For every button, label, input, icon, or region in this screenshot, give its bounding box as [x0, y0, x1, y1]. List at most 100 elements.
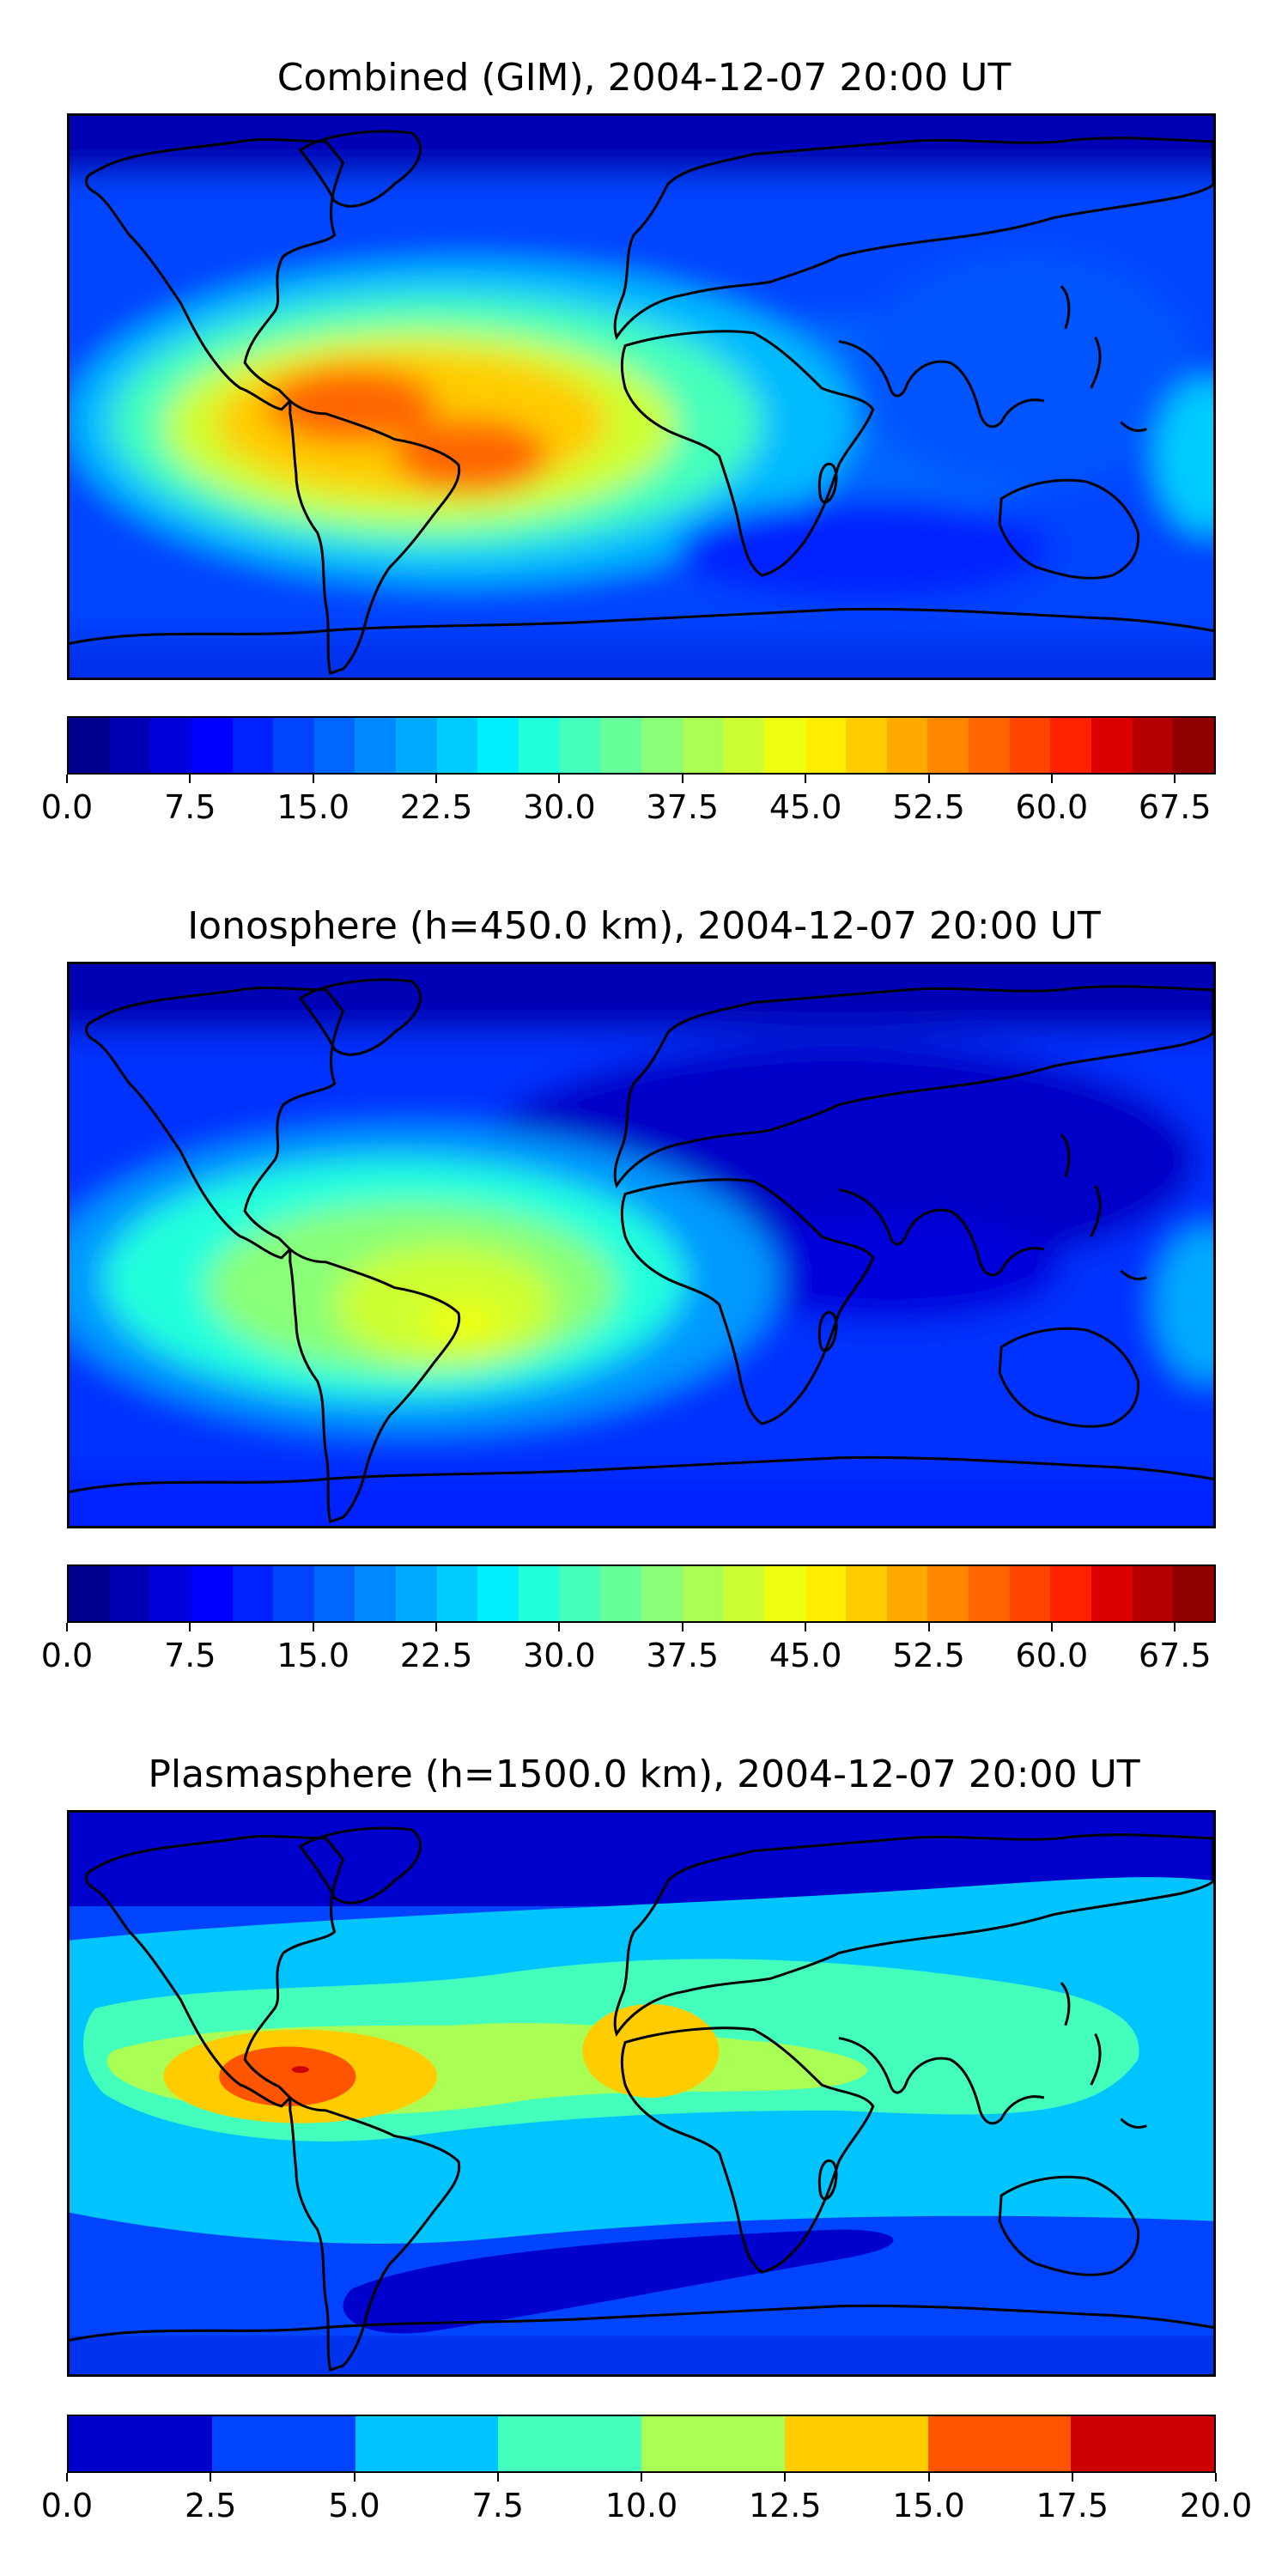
coastline-path — [298, 978, 422, 1056]
colorbar-swatch — [805, 718, 847, 773]
colorbar-swatch — [498, 2416, 641, 2471]
colorbar-tick-label: 0.0 — [40, 1637, 94, 1674]
colorbar-ticks: 0.0 7.5 15.0 22.5 30.0 37.5 45.0 52.5 60.0 67.5 — [41, 1623, 1216, 1674]
coastline-path — [817, 1310, 838, 1352]
colorbar-swatch — [1050, 718, 1092, 773]
map-svg — [70, 1813, 1213, 2374]
colorbar-swatch — [355, 2416, 499, 2471]
coastline-path — [613, 137, 1213, 340]
coastline-path — [1060, 285, 1147, 432]
colorbar-swatch — [519, 718, 560, 773]
colorbar-swatch — [1091, 718, 1133, 773]
panel-title: Combined (GIM), 2004-12-07 20:00 UT — [276, 56, 1012, 100]
colorbar-swatch — [641, 718, 683, 773]
contour-fill — [70, 116, 1213, 677]
colorbar-swatch — [1132, 718, 1174, 773]
colorbar-swatch — [1173, 718, 1214, 773]
coastline-path — [998, 2175, 1140, 2276]
colorbar-tick-label: 2.5 — [185, 2487, 237, 2524]
coastline-path — [613, 1833, 1213, 2037]
coastline-path — [817, 462, 838, 504]
coastlines — [70, 1826, 1213, 2372]
colorbar-swatch — [436, 718, 478, 773]
coastline-path — [70, 1455, 1213, 1493]
colorbar-tick — [66, 775, 68, 783]
colorbar-swatch — [519, 1566, 560, 1621]
coastline-path — [84, 138, 345, 411]
colorbar-swatch — [69, 1566, 110, 1621]
colorbar-swatch — [969, 718, 1010, 773]
colorbar-tick — [353, 2473, 355, 2482]
contour-fill — [70, 1813, 1213, 2374]
colorbar-swatch — [396, 1566, 437, 1621]
colorbar-tick-label: 0.0 — [40, 788, 94, 826]
coastline-path — [84, 1835, 345, 2108]
colorbar-swatch — [886, 718, 928, 773]
colorbar-swatch — [232, 1566, 274, 1621]
colorbar-swatch — [313, 1566, 355, 1621]
colorbar-tick-label: 52.5 — [892, 788, 965, 826]
coastline-path — [1060, 1133, 1147, 1280]
colorbar-tick-label: 15.0 — [892, 2487, 965, 2524]
colorbar-swatch — [1091, 1566, 1133, 1621]
colorbar-swatch — [477, 718, 519, 773]
colorbar-swatch — [927, 1566, 969, 1621]
colorbar-swatch — [191, 1566, 233, 1621]
colorbar-tick — [805, 1623, 807, 1631]
coastlines — [70, 978, 1213, 1523]
colorbar-swatch — [273, 1566, 314, 1621]
colorbar-tick — [558, 1623, 561, 1631]
coastline-path — [817, 2159, 838, 2201]
colorbar-swatch — [355, 718, 397, 773]
colorbar — [67, 2415, 1216, 2473]
colorbar-swatch — [927, 2416, 1072, 2471]
colorbar-tick — [312, 775, 314, 783]
colorbar-swatch — [682, 1566, 724, 1621]
colorbar-swatch — [641, 2416, 785, 2471]
colorbar-swatch — [559, 718, 601, 773]
colorbar-tick-label: 67.5 — [1138, 788, 1212, 826]
colorbar — [67, 1564, 1216, 1623]
colorbar-swatch — [723, 718, 764, 773]
colorbar-tick — [784, 2473, 787, 2482]
colorbar-tick-label: 12.5 — [748, 2487, 822, 2524]
contour-fill — [70, 964, 1213, 1526]
colorbar-tick-label: 0.0 — [40, 2487, 94, 2524]
colorbar-swatch — [1132, 1566, 1174, 1621]
colorbar-swatch — [763, 1566, 805, 1621]
coastline-path — [998, 478, 1140, 580]
colorbar-tick — [189, 775, 191, 783]
colorbar-tick — [496, 2473, 499, 2482]
colorbar-tick — [927, 1623, 930, 1631]
colorbar-swatch — [1050, 1566, 1092, 1621]
colorbar-tick-label: 7.5 — [164, 788, 216, 826]
colorbar-swatch — [1009, 718, 1051, 773]
colorbar-ticks: 0.0 7.5 15.0 22.5 30.0 37.5 45.0 52.5 60.0 67.5 — [41, 775, 1216, 826]
coastline-path — [298, 130, 422, 208]
colorbar-swatch — [232, 718, 274, 773]
tec-map-plasmasphere — [67, 1810, 1216, 2377]
colorbar-swatch — [763, 718, 805, 773]
coastlines — [70, 130, 1213, 675]
colorbar-tick — [558, 775, 561, 783]
colorbar-tick-label: 17.5 — [1036, 2487, 1109, 2524]
colorbar-swatch — [436, 1566, 478, 1621]
coastline-path — [1060, 1982, 1147, 2129]
coastline-path — [838, 340, 1045, 428]
coastline-path — [70, 607, 1213, 645]
coastline-path — [289, 2094, 461, 2372]
colorbar-tick-label: 67.5 — [1138, 1637, 1212, 1674]
colorbar-tick — [927, 775, 930, 783]
colorbar-swatch — [1009, 1566, 1051, 1621]
tec-map-ionosphere — [67, 962, 1216, 1528]
colorbar-tick — [435, 1623, 438, 1631]
colorbar-tick-label: 15.0 — [276, 1637, 350, 1674]
colorbar-swatch — [784, 2416, 928, 2471]
colorbar-swatch — [313, 718, 355, 773]
colorbar-swatch — [150, 1566, 191, 1621]
colorbar-swatch — [396, 718, 437, 773]
coastline-path — [84, 987, 345, 1260]
coastline-path — [838, 2037, 1045, 2125]
tec-map-combined — [67, 113, 1216, 680]
colorbar-swatch — [600, 718, 641, 773]
